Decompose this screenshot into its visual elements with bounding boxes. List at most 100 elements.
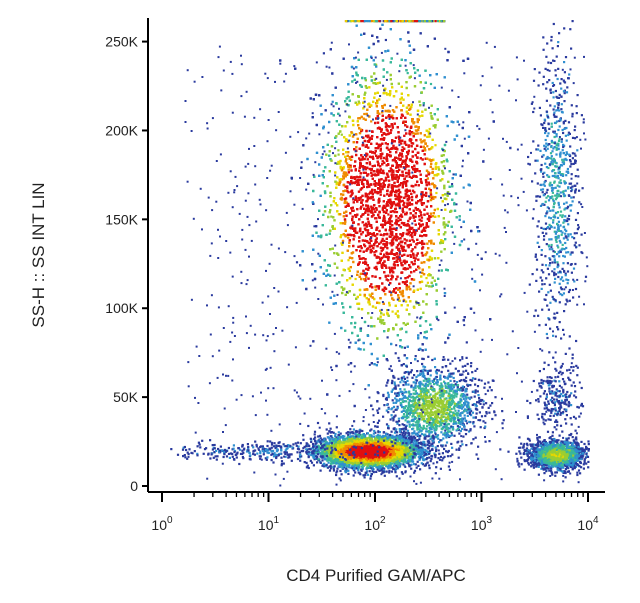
event-point xyxy=(386,449,389,452)
event-point xyxy=(401,472,404,475)
event-point xyxy=(325,442,328,445)
event-point xyxy=(435,449,438,453)
event-point xyxy=(396,454,399,457)
event-point xyxy=(414,437,417,440)
event-point xyxy=(335,426,338,429)
event-point xyxy=(381,446,384,450)
event-point xyxy=(339,450,342,454)
event-point xyxy=(384,435,387,438)
event-point xyxy=(462,186,465,189)
event-point xyxy=(394,435,397,438)
event-point xyxy=(376,466,379,469)
event-point xyxy=(406,456,409,459)
event-point xyxy=(392,440,395,443)
event-point xyxy=(409,449,412,452)
event-point xyxy=(423,464,426,467)
event-point xyxy=(385,432,388,435)
event-point xyxy=(380,449,383,452)
event-point xyxy=(329,465,332,468)
event-point xyxy=(420,216,424,219)
event-point xyxy=(438,458,442,461)
event-point xyxy=(405,300,408,303)
event-point xyxy=(376,468,379,471)
event-point xyxy=(358,430,361,434)
event-point xyxy=(416,434,419,438)
event-point xyxy=(369,429,372,432)
event-point xyxy=(327,450,331,454)
event-point xyxy=(335,473,338,477)
event-point xyxy=(343,463,346,466)
event-point xyxy=(404,460,407,463)
event-point xyxy=(329,431,332,434)
event-point xyxy=(356,430,359,433)
event-point xyxy=(342,449,345,452)
event-point xyxy=(401,435,404,438)
event-point xyxy=(378,469,381,472)
event-point xyxy=(347,451,350,454)
event-point xyxy=(299,459,302,462)
event-point xyxy=(405,438,408,441)
event-point xyxy=(425,450,428,453)
event-point xyxy=(438,452,441,455)
event-point xyxy=(336,459,339,462)
event-point xyxy=(403,457,406,461)
event-point xyxy=(402,447,405,450)
event-point xyxy=(398,424,401,427)
event-point xyxy=(313,433,316,436)
event-point xyxy=(333,461,336,464)
event-point xyxy=(365,467,368,470)
event-point xyxy=(374,447,377,450)
event-point xyxy=(280,462,283,465)
event-point xyxy=(318,434,322,437)
event-point xyxy=(358,453,361,456)
event-point xyxy=(419,441,423,444)
event-point xyxy=(369,454,372,457)
event-point xyxy=(388,443,391,447)
event-point xyxy=(391,310,394,313)
event-point xyxy=(389,462,392,465)
event-point xyxy=(356,446,359,449)
event-point xyxy=(357,462,360,465)
event-point xyxy=(359,429,362,432)
event-point xyxy=(380,435,383,438)
event-point xyxy=(402,459,406,462)
event-point xyxy=(429,460,432,463)
event-point xyxy=(282,462,285,465)
event-point xyxy=(362,348,366,351)
event-point xyxy=(341,458,344,461)
event-point xyxy=(326,445,329,448)
event-point xyxy=(333,465,336,468)
event-point xyxy=(435,448,438,451)
event-point xyxy=(416,460,419,463)
event-point xyxy=(310,440,313,443)
event-point xyxy=(390,436,393,439)
event-point xyxy=(388,459,391,462)
event-point xyxy=(344,438,347,441)
event-point xyxy=(314,436,317,439)
event-point xyxy=(334,459,337,462)
event-point xyxy=(370,120,373,123)
event-point xyxy=(335,454,338,457)
event-point xyxy=(360,468,363,471)
event-point xyxy=(342,438,345,441)
event-point xyxy=(355,449,358,452)
event-point xyxy=(310,454,313,457)
event-point xyxy=(334,438,337,441)
event-point xyxy=(394,469,397,472)
event-point xyxy=(393,464,396,468)
event-point xyxy=(332,444,335,447)
event-point xyxy=(332,467,335,470)
event-point xyxy=(448,468,451,471)
event-point xyxy=(403,464,406,467)
event-point xyxy=(348,466,351,469)
event-point xyxy=(383,474,386,477)
event-point xyxy=(338,444,341,447)
event-point xyxy=(326,459,329,462)
event-point xyxy=(366,432,369,435)
event-point xyxy=(374,437,377,440)
event-point xyxy=(303,461,306,464)
event-point xyxy=(327,461,330,464)
event-point xyxy=(347,472,350,475)
event-point xyxy=(420,452,423,455)
event-point xyxy=(316,440,319,443)
